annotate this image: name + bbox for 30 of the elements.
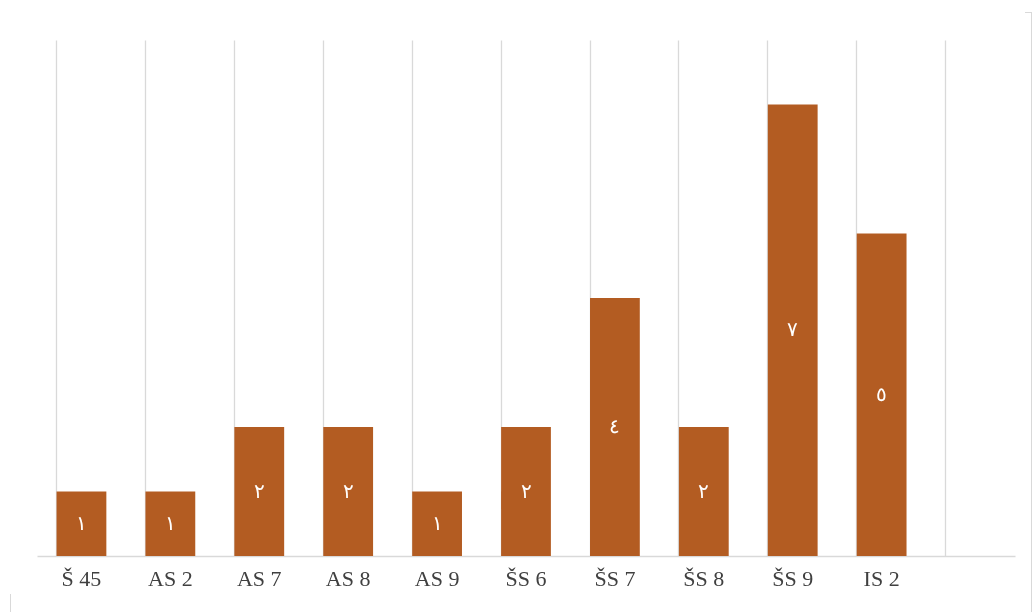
data-label: ٧ <box>787 318 799 341</box>
bar <box>234 427 285 556</box>
x-tick-label: ŠS 9 <box>772 565 814 591</box>
bar <box>412 491 462 556</box>
x-tick-label: AS 2 <box>148 565 193 591</box>
data-label: ٢ <box>253 479 265 502</box>
bar <box>590 298 640 556</box>
x-tick-label: IS 2 <box>863 565 900 591</box>
bar <box>856 233 907 556</box>
x-tick-label: ŠS 6 <box>505 565 547 591</box>
bar <box>678 427 729 556</box>
bar <box>56 491 107 556</box>
x-tick-label: AS 9 <box>414 565 460 591</box>
data-label: ١ <box>164 511 176 534</box>
data-label: ٢ <box>698 479 710 502</box>
bar <box>767 104 818 556</box>
data-label: ٥ <box>876 382 888 405</box>
data-label: ١ <box>75 511 87 534</box>
data-label: ٢ <box>520 479 532 502</box>
x-tick-label: ŠS 7 <box>594 565 636 591</box>
data-label: ١ <box>431 511 443 534</box>
data-label: ٤ <box>609 415 621 437</box>
x-tick-label: ŠS 8 <box>683 565 725 591</box>
x-tick-label: Š 45 <box>61 565 102 591</box>
x-tick-label: AS 8 <box>325 565 371 591</box>
x-tick-label: AS 7 <box>236 565 282 591</box>
bar <box>501 427 551 556</box>
bar <box>323 427 374 556</box>
data-label: ٢ <box>342 479 354 502</box>
bar <box>145 491 196 556</box>
